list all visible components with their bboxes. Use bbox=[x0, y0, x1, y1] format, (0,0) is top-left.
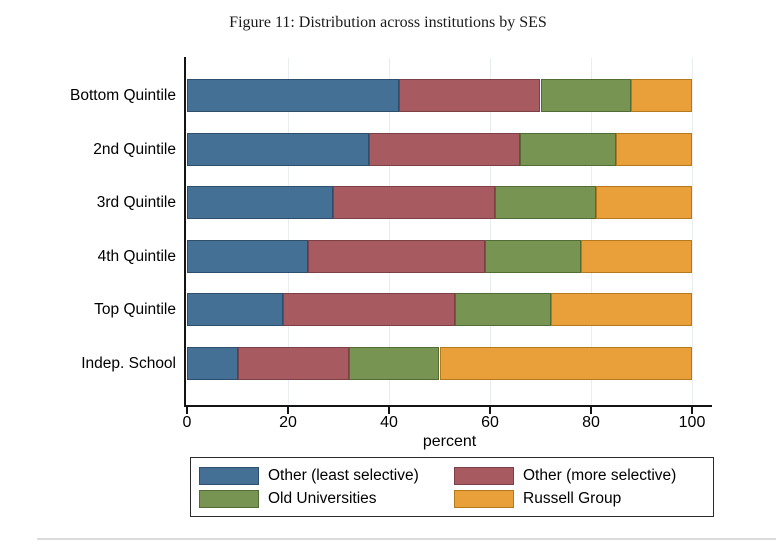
gridline-100 bbox=[692, 58, 693, 404]
bar-segment-top-quintile-russell-group bbox=[550, 293, 692, 326]
bar-segment-3rd-quintile-old-universities bbox=[495, 186, 597, 219]
bar-segment-4th-quintile-other-more-selective bbox=[308, 240, 485, 273]
bar-segment-3rd-quintile-other-least-selective bbox=[187, 186, 334, 219]
x-tick-label-40: 40 bbox=[380, 414, 398, 431]
bar-segment-indep-school-russell-group bbox=[439, 347, 692, 380]
bar-segment-3rd-quintile-other-more-selective bbox=[333, 186, 496, 219]
x-tick-40 bbox=[388, 407, 390, 414]
bar-segment-2nd-quintile-other-least-selective bbox=[187, 133, 369, 166]
x-tick-label-0: 0 bbox=[182, 414, 192, 431]
x-tick-100 bbox=[691, 407, 693, 414]
y-axis-label-2nd-quintile: 2nd Quintile bbox=[93, 140, 176, 158]
legend-label: Other (more selective) bbox=[523, 466, 677, 484]
y-axis-line bbox=[184, 57, 186, 407]
y-axis-label-4th-quintile: 4th Quintile bbox=[97, 247, 176, 265]
bar-segment-top-quintile-other-least-selective bbox=[187, 293, 283, 326]
gridline-40 bbox=[389, 58, 390, 404]
legend-item-other-least-selective: Other (least selective) bbox=[199, 465, 450, 487]
x-tick-60 bbox=[489, 407, 491, 414]
bar-segment-2nd-quintile-russell-group bbox=[616, 133, 692, 166]
gridline-20 bbox=[288, 58, 289, 404]
legend-swatch-russell-group bbox=[454, 489, 514, 508]
bar-segment-4th-quintile-old-universities bbox=[484, 240, 581, 273]
legend-label: Old Universities bbox=[268, 489, 377, 507]
bar-segment-top-quintile-other-more-selective bbox=[282, 293, 455, 326]
gridline-80 bbox=[591, 58, 592, 404]
y-axis-label-indep-school: Indep. School bbox=[81, 354, 176, 372]
bar-segment-bottom-quintile-old-universities bbox=[540, 79, 632, 112]
legend-swatch-other-least-selective bbox=[199, 466, 259, 485]
x-tick-label-80: 80 bbox=[582, 414, 600, 431]
x-tick-20 bbox=[287, 407, 289, 414]
legend-item-old-universities: Old Universities bbox=[199, 488, 450, 510]
x-axis-title: percent bbox=[422, 433, 477, 450]
x-tick-0 bbox=[186, 407, 188, 414]
bar-segment-indep-school-other-least-selective bbox=[187, 347, 238, 380]
x-axis-line bbox=[184, 405, 712, 407]
legend-label: Russell Group bbox=[523, 489, 622, 507]
gridline-60 bbox=[490, 58, 491, 404]
x-tick-80 bbox=[590, 407, 592, 414]
x-tick-label-60: 60 bbox=[481, 414, 499, 431]
y-axis-label-3rd-quintile: 3rd Quintile bbox=[96, 193, 176, 211]
bottom-divider bbox=[37, 538, 776, 540]
legend: Other (least selective) Other (more sele… bbox=[190, 457, 714, 517]
x-tick-label-100: 100 bbox=[678, 414, 706, 431]
legend-item-russell-group: Russell Group bbox=[454, 488, 705, 510]
bar-segment-indep-school-other-more-selective bbox=[237, 347, 349, 380]
bar-segment-bottom-quintile-russell-group bbox=[631, 79, 692, 112]
bar-segment-2nd-quintile-other-more-selective bbox=[368, 133, 521, 166]
bar-segment-2nd-quintile-old-universities bbox=[520, 133, 617, 166]
chart-title: Figure 11: Distribution across instituti… bbox=[229, 14, 547, 31]
bar-segment-3rd-quintile-russell-group bbox=[596, 186, 692, 219]
x-tick-label-20: 20 bbox=[279, 414, 297, 431]
bar-segment-top-quintile-old-universities bbox=[454, 293, 551, 326]
legend-swatch-other-more-selective bbox=[454, 466, 514, 485]
bar-segment-bottom-quintile-other-least-selective bbox=[187, 79, 400, 112]
legend-item-other-more-selective: Other (more selective) bbox=[454, 465, 705, 487]
y-axis-label-bottom-quintile: Bottom Quintile bbox=[70, 86, 176, 104]
bar-segment-indep-school-old-universities bbox=[348, 347, 440, 380]
bar-segment-4th-quintile-russell-group bbox=[580, 240, 692, 273]
legend-label: Other (least selective) bbox=[268, 466, 419, 484]
bar-segment-4th-quintile-other-least-selective bbox=[187, 240, 309, 273]
legend-swatch-old-universities bbox=[199, 489, 259, 508]
bar-segment-bottom-quintile-other-more-selective bbox=[399, 79, 541, 112]
y-axis-label-top-quintile: Top Quintile bbox=[94, 300, 176, 318]
